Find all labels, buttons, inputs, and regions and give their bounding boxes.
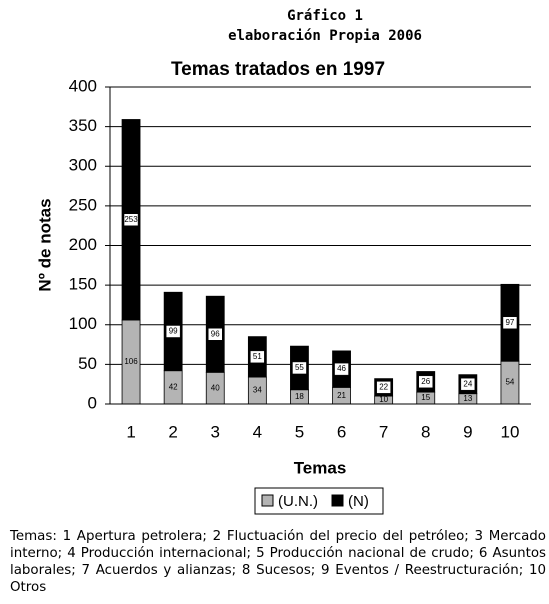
x-tick-label: 1 [126,422,135,441]
chart: Gráfico 1 elaboración Propia 2006 Temas … [35,8,531,515]
data-label: 106 [124,357,138,366]
header-line: Gráfico 1 [287,8,363,24]
y-tick-label: 150 [69,275,97,294]
y-tick-label: 250 [69,195,97,214]
data-label: 54 [505,378,514,387]
data-label: 253 [124,215,138,224]
label-box [418,375,433,389]
y-tick-label: 0 [88,393,97,412]
data-label: 42 [169,382,178,391]
data-label: 97 [505,318,514,327]
data-label: 21 [337,391,346,400]
y-tick-label: 100 [69,314,97,333]
legend-box [254,487,384,515]
y-tick-label: 350 [69,116,97,135]
label-box [460,377,476,391]
label-box [502,316,518,330]
label-box [334,362,349,376]
x-tick-label: 9 [463,422,472,441]
legend-swatch [331,494,344,507]
data-label: 22 [379,382,388,391]
label-box [376,381,391,394]
x-tick-label: 2 [168,422,177,441]
label-box [208,328,223,341]
x-tick-label: 6 [337,422,346,441]
y-tick-label: 300 [69,156,97,175]
data-label: 13 [463,394,472,403]
data-label: 55 [295,363,304,372]
legend-swatch [261,494,274,507]
label-box [250,350,265,364]
x-tick-label: 8 [421,422,430,441]
data-label: 10 [379,395,388,404]
data-label: 34 [253,386,262,395]
x-axis-label: Temas [294,458,347,477]
data-label: 46 [337,364,346,373]
data-label: 18 [295,392,304,401]
x-tick-label: 7 [379,422,388,441]
y-axis-label: Nº de notas [35,198,54,291]
label-box [292,361,307,375]
caption: Temas: 1 Apertura petrolera; 2 Fluctuaci… [10,529,546,595]
y-tick-label: 400 [69,76,97,95]
legend-label: (U.N.) [278,493,318,510]
label-box [165,325,181,338]
data-label: 15 [421,393,430,402]
x-tick-label: 5 [295,422,304,441]
header-line: elaboración Propia 2006 [228,28,422,44]
x-tick-label: 3 [211,422,220,441]
data-label: 40 [211,383,220,392]
data-label: 99 [169,327,178,336]
data-label: 24 [463,379,472,388]
chart-title: Temas tratados en 1997 [171,59,385,80]
data-label: 96 [211,329,220,338]
data-label: 26 [421,377,430,386]
data-label: 51 [253,352,262,361]
x-tick-label: 4 [253,422,262,441]
y-tick-label: 200 [69,235,97,254]
label-box [123,213,139,226]
y-tick-label: 50 [78,354,97,373]
legend-label: (N) [348,493,369,510]
x-tick-label: 10 [500,422,519,441]
